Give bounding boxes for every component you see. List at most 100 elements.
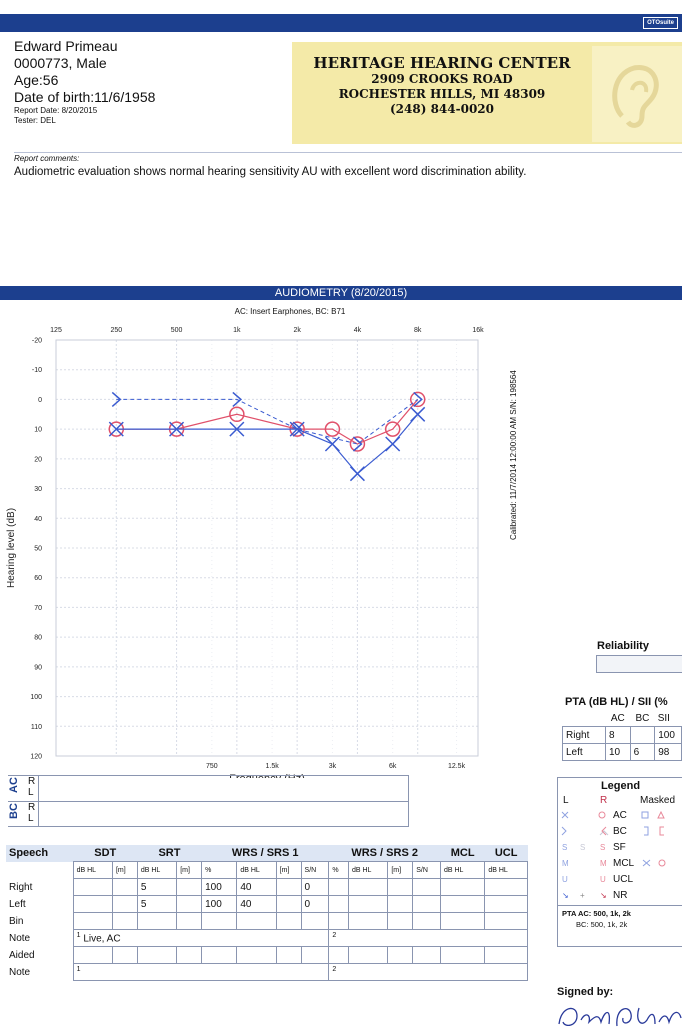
sub-sdt-db: dB HL <box>72 861 113 879</box>
y-tick-label: 60 <box>34 575 42 582</box>
x-tick-top-label: 16k <box>472 327 484 334</box>
x-tick-bottom-label: 3k <box>329 763 337 770</box>
y-tick-label: 10 <box>34 427 42 434</box>
y-tick-label: 70 <box>34 605 42 612</box>
svg-text:U: U <box>562 875 568 884</box>
reliability-box <box>596 655 682 673</box>
note2-label: Note <box>9 966 31 978</box>
series-line <box>116 413 419 475</box>
y-tick-label: -20 <box>32 338 42 345</box>
y-tick-label: -10 <box>32 367 42 374</box>
sub-wrs1-db: dB HL <box>236 861 277 879</box>
note1-sup1: 1 <box>76 931 81 939</box>
note1-text: Live, AC <box>83 933 121 945</box>
left-bc-point <box>352 436 363 452</box>
x-tick-bottom-label: 1.5k <box>266 763 280 770</box>
report-date: Report Date: 8/20/2015 <box>14 106 98 115</box>
speech-header: Speech <box>9 847 49 860</box>
signed-label: Signed by: <box>557 986 614 998</box>
patient-info: Edward Primeau 0000773, Male Age:56 Date… <box>14 38 294 126</box>
sdt-header: SDT <box>94 847 117 859</box>
y-axis-label: Hearing level (dB) <box>6 508 17 588</box>
svg-text:S: S <box>580 843 585 852</box>
divider <box>14 152 682 153</box>
top-band: OTOsuite <box>0 14 682 32</box>
right-ac-point <box>349 436 366 452</box>
svg-text:S: S <box>600 843 605 852</box>
x-tick-top-label: 500 <box>171 327 183 334</box>
clinic-name: HERITAGE HEARING CENTER <box>313 54 571 72</box>
y-tick-label: 50 <box>34 546 42 553</box>
legend-pta-bc: BC: 500, 1k, 2k <box>576 920 628 929</box>
y-tick-label: 120 <box>30 754 42 761</box>
y-tick-label: 100 <box>30 694 42 701</box>
left-ac-point <box>289 421 305 437</box>
sub-srt-m: [m] <box>176 861 203 879</box>
legend-col-l: L <box>563 795 569 806</box>
clinic-phone: (248) 844-0020 <box>389 102 494 116</box>
left-ac-point <box>410 406 426 422</box>
x-tick-top-label: 4k <box>354 327 362 334</box>
svg-text:+: + <box>580 891 585 900</box>
legend-row-ac: AC <box>613 810 627 821</box>
pta-right-ac: 8 <box>604 726 631 744</box>
x-tick-bottom-label: 6k <box>389 763 397 770</box>
series-line <box>116 398 419 445</box>
right-ac-point <box>384 421 401 437</box>
left-wrs-sn: 0 <box>300 895 330 913</box>
left-wrs-pct: 100 <box>201 895 238 913</box>
left-bc-point <box>413 391 423 407</box>
note1-sup2: 2 <box>332 931 337 939</box>
left-masked-square-icon <box>641 811 649 819</box>
patient-dob: Date of birth:11/6/1958 <box>14 89 156 105</box>
y-tick-label: 20 <box>34 456 42 463</box>
x-tick-bottom-label: 750 <box>206 763 218 770</box>
pta-right-bc <box>629 726 656 744</box>
y-tick-label: 0 <box>38 397 42 404</box>
svg-text:↘: ↘ <box>562 891 569 900</box>
left-bc-point <box>232 391 242 407</box>
note2-sup1: 1 <box>76 965 81 973</box>
right-masked-bracket-icon <box>659 826 664 836</box>
sub-sdt-m: [m] <box>111 861 138 879</box>
pta-col-bc: BC <box>635 712 650 724</box>
acbc-table: AC BC R L R L <box>8 775 409 827</box>
row-label-left: Left <box>9 898 26 910</box>
legend-row-sf: SF <box>613 842 626 853</box>
patient-age: Age:56 <box>14 72 59 88</box>
reliability-label: Reliability <box>597 640 649 652</box>
left-bc-point <box>111 391 122 407</box>
patient-id-gender: 0000773, Male <box>14 55 107 71</box>
comments-section: Report comments: Audiometric evaluation … <box>14 154 682 178</box>
pta-table: AC BC SII Right 8 100 Left 10 6 98 <box>562 710 682 761</box>
left-ac-point <box>169 421 185 437</box>
comments-text: Audiometric evaluation shows normal hear… <box>14 166 527 178</box>
sub-ucl-db: dB HL <box>484 861 528 879</box>
speech-table: Speech SDT SRT WRS / SRS 1 WRS / SRS 2 M… <box>6 845 528 981</box>
left-ac-point <box>229 421 245 437</box>
comments-label: Report comments: <box>14 154 80 163</box>
sub-wrs2-pct: % <box>328 861 349 879</box>
left-ac-point <box>108 421 124 437</box>
clinic-box: HERITAGE HEARING CENTER 2909 CROOKS ROAD… <box>292 42 682 144</box>
y-tick-label: 90 <box>34 664 42 671</box>
right-bc-bracket-icon <box>599 830 609 836</box>
legend-col-r: R <box>600 795 608 806</box>
sub-wrs1-pct: % <box>201 861 238 879</box>
sub-mcl-db: dB HL <box>439 861 486 879</box>
legend-row-nr: NR <box>613 890 628 901</box>
legend-row-mcl: MCL <box>613 858 635 869</box>
pta-right-sii: 100 <box>654 726 682 744</box>
right-wrs-pct: 100 <box>201 878 238 896</box>
sub-srt-db: dB HL <box>136 861 178 879</box>
pta-col-sii: SII <box>657 712 670 724</box>
pta-right-label: Right <box>562 726 606 744</box>
left-ac-point <box>385 436 401 452</box>
series-line <box>116 399 419 445</box>
right-sf-empty-icon <box>658 859 666 867</box>
otosuite-logo: OTOsuite <box>643 17 678 29</box>
legend-symbols: S S S M M U U ↘ + ↘ <box>561 810 666 900</box>
legend-box: Legend L R Masked AC BC SF MCL UCL NR S … <box>557 777 682 947</box>
right-bc-lt-icon <box>601 826 607 836</box>
wrs1-header: WRS / SRS 1 <box>231 847 299 859</box>
